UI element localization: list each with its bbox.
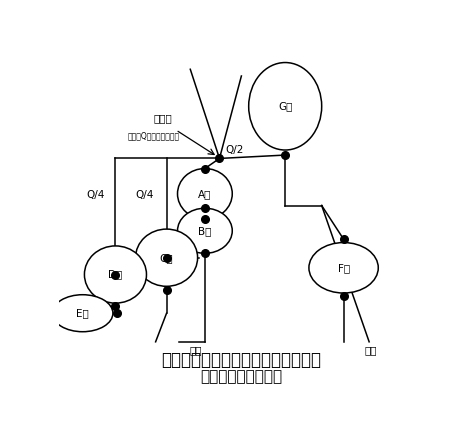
Text: G池: G池 xyxy=(278,101,292,111)
Ellipse shape xyxy=(84,246,146,303)
Ellipse shape xyxy=(136,229,198,286)
Text: C池: C池 xyxy=(160,253,173,263)
Text: Q/4: Q/4 xyxy=(86,191,105,201)
Text: A池: A池 xyxy=(198,189,211,199)
Text: B池: B池 xyxy=(198,226,211,236)
Text: Q/4: Q/4 xyxy=(136,191,154,201)
Text: （黒丸が採水地点）: （黒丸が採水地点） xyxy=(200,370,283,385)
Ellipse shape xyxy=(178,169,232,219)
Text: F池: F池 xyxy=(338,263,349,273)
Ellipse shape xyxy=(309,243,378,293)
Text: D池: D池 xyxy=(108,270,122,280)
Text: E池: E池 xyxy=(76,308,89,318)
Ellipse shape xyxy=(178,208,232,253)
Text: Q/2: Q/2 xyxy=(225,145,244,155)
Text: 河川: 河川 xyxy=(365,345,377,355)
Ellipse shape xyxy=(249,62,322,150)
Text: 河川: 河川 xyxy=(189,345,202,355)
Ellipse shape xyxy=(52,295,113,332)
Text: 頭首工: 頭首工 xyxy=(154,113,172,123)
Text: （流量Q・水質観測点）: （流量Q・水質観測点） xyxy=(128,132,180,141)
Text: 図１　調査対象ため池の分布の概略: 図１ 調査対象ため池の分布の概略 xyxy=(162,351,321,369)
